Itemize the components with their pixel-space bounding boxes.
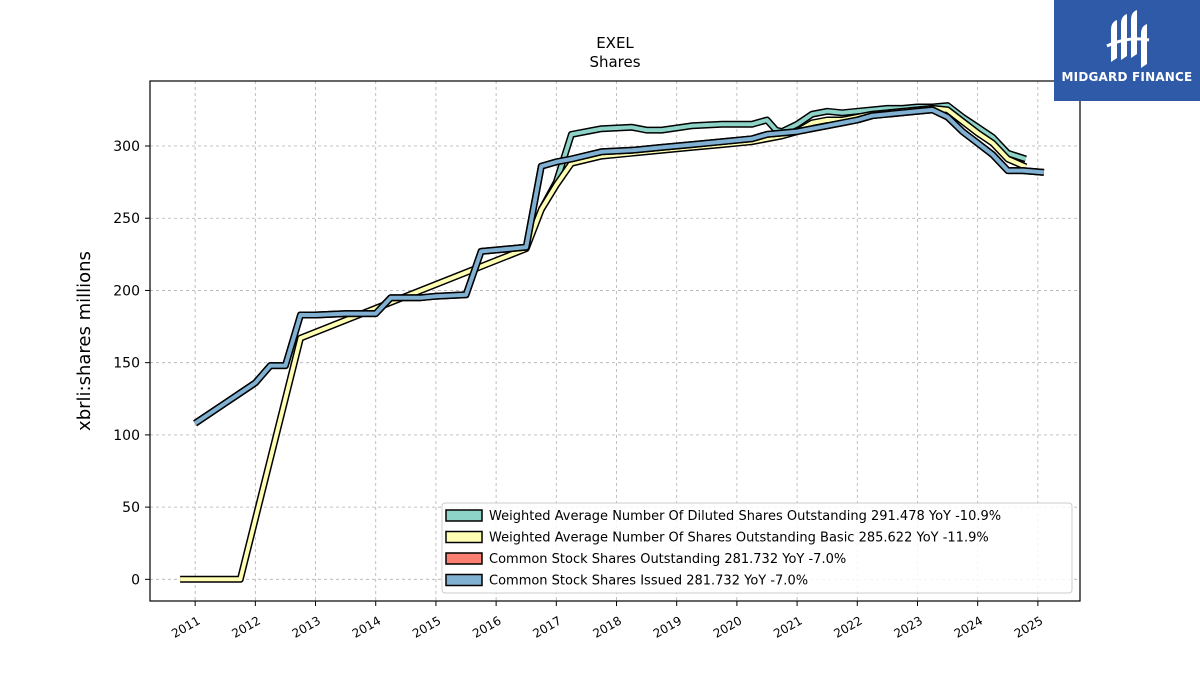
legend-entry-3: Common Stock Shares Issued 281.732 YoY -… bbox=[489, 574, 808, 589]
x-tick-label: 2011 bbox=[169, 613, 202, 640]
y-tick-label: 100 bbox=[113, 428, 140, 444]
x-tick-label: 2021 bbox=[771, 613, 804, 640]
logo-text: MIDGARD FINANCE bbox=[1061, 70, 1193, 84]
x-tick-label: 2016 bbox=[470, 613, 503, 640]
legend-entry-1: Weighted Average Number Of Shares Outsta… bbox=[489, 531, 989, 546]
y-tick-label: 150 bbox=[113, 356, 140, 372]
x-tick-label: 2018 bbox=[591, 613, 624, 640]
y-tick-label: 0 bbox=[131, 572, 140, 588]
midgard-finance-logo: MIDGARD FINANCE bbox=[1054, 0, 1200, 101]
series-line-3 bbox=[193, 107, 1045, 425]
x-ticks: 2011 2012 2013 2014 2015 2016 2017 2018 2019 2020… bbox=[169, 601, 1045, 641]
y-tick-label: 50 bbox=[122, 500, 140, 516]
y-tick-label: 200 bbox=[113, 283, 140, 299]
legend-swatch-2 bbox=[445, 552, 483, 565]
x-tick-label: 2024 bbox=[952, 613, 985, 640]
y-tick-label: 250 bbox=[113, 211, 140, 227]
y-axis-label: xbrli:shares millions bbox=[74, 251, 95, 431]
x-tick-label: 2019 bbox=[651, 613, 684, 640]
legend-entry-2: Common Stock Shares Outstanding 281.732 … bbox=[489, 552, 846, 567]
chart-title: EXEL bbox=[596, 34, 634, 52]
x-tick-label: 2023 bbox=[892, 613, 925, 640]
x-tick-label: 2020 bbox=[711, 613, 744, 640]
x-tick-label: 2012 bbox=[229, 613, 262, 640]
series-layer bbox=[180, 102, 1045, 583]
legend-entry-0: Weighted Average Number Of Diluted Share… bbox=[489, 509, 1001, 524]
legend-box bbox=[441, 502, 1073, 594]
legend-swatch-0 bbox=[445, 509, 483, 522]
x-tick-label: 2017 bbox=[530, 613, 563, 640]
x-tick-label: 2014 bbox=[350, 613, 383, 640]
y-tick-label: 300 bbox=[113, 139, 140, 155]
legend-swatch-1 bbox=[445, 530, 483, 544]
chart-subtitle: Shares bbox=[589, 53, 640, 71]
y-ticks: 0 50 100 150 200 250 300 bbox=[113, 139, 150, 588]
plot-frame bbox=[149, 80, 1081, 602]
legend-swatch-3 bbox=[445, 573, 483, 587]
x-tick-label: 2025 bbox=[1012, 613, 1045, 640]
x-tick-label: 2022 bbox=[831, 613, 864, 640]
x-tick-label: 2013 bbox=[290, 613, 323, 640]
x-tick-label: 2015 bbox=[410, 613, 443, 640]
logo-mark-icon bbox=[1106, 10, 1150, 68]
legend: Weighted Average Number Of Diluted Share… bbox=[441, 502, 1073, 594]
